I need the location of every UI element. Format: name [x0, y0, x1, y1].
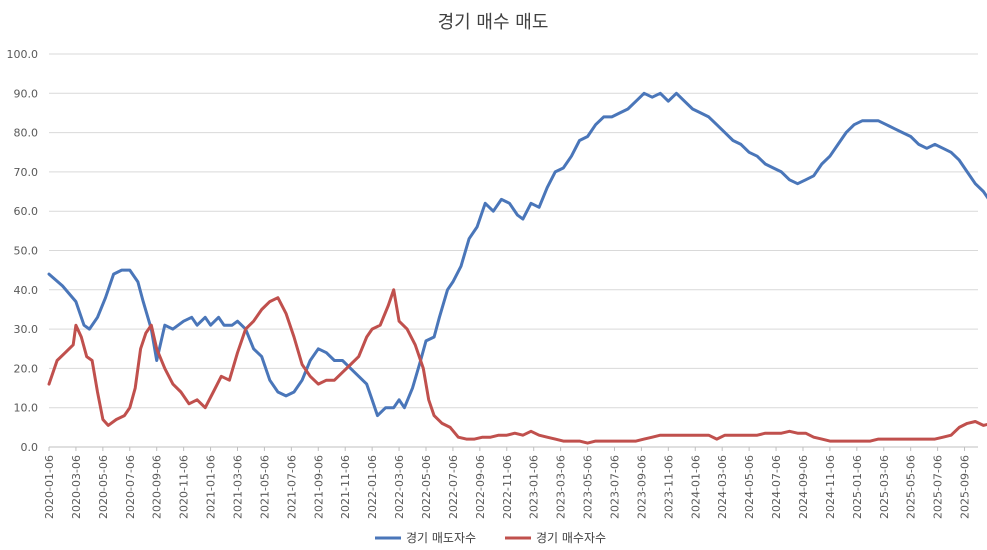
x-tick-label: 2022-11-06 — [501, 455, 514, 519]
y-axis: 0.0 10.0 20.0 30.0 40.0 50.0 60.0 70.0 80.0 90.0 1… — [7, 48, 39, 454]
x-tick-label: 2024-01-06 — [689, 455, 702, 519]
x-tick-label: 2024-07-06 — [770, 455, 783, 519]
series-line-1 — [47, 288, 987, 445]
x-tick-label: 2024-11-06 — [824, 455, 837, 519]
y-tick-label: 0.0 — [21, 441, 39, 454]
x-tick-label: 2022-03-06 — [393, 455, 406, 519]
y-tick-label: 60.0 — [14, 205, 39, 218]
x-tick-label: 2024-09-06 — [797, 455, 810, 519]
x-tick-label: 2024-03-06 — [716, 455, 729, 519]
x-tick-label: 2025-03-06 — [878, 455, 891, 519]
legend: 경기 매도자수 경기 매수자수 — [375, 531, 606, 545]
x-tick-label: 2021-07-06 — [285, 455, 298, 519]
x-tick-label: 2020-05-06 — [97, 455, 110, 519]
x-tick-label: 2022-07-06 — [447, 455, 460, 519]
x-tick-label: 2023-05-06 — [582, 455, 595, 519]
y-tick-label: 50.0 — [14, 245, 39, 258]
x-tick-label: 2020-09-06 — [151, 455, 164, 519]
x-tick-label: 2020-07-06 — [124, 455, 137, 519]
y-tick-label: 70.0 — [14, 166, 39, 179]
x-tick-label: 2025-01-06 — [851, 455, 864, 519]
x-tick-label: 2022-09-06 — [474, 455, 487, 519]
y-tick-label: 100.0 — [7, 48, 39, 61]
x-tick-label: 2023-03-06 — [555, 455, 568, 519]
y-tick-label: 10.0 — [14, 402, 39, 415]
x-tick-label: 2023-01-06 — [528, 455, 541, 519]
series-lines — [47, 91, 987, 445]
y-tick-label: 40.0 — [14, 284, 39, 297]
legend-label-0: 경기 매도자수 — [406, 531, 476, 545]
chart-title: 경기 매수 매도 — [438, 12, 549, 33]
legend-label-1: 경기 매수자수 — [536, 531, 606, 545]
x-tick-label: 2025-07-06 — [932, 455, 945, 519]
x-tick-label: 2023-09-06 — [635, 455, 648, 519]
x-tick-label: 2020-03-06 — [70, 455, 83, 519]
x-tick-label: 2021-03-06 — [231, 455, 244, 519]
x-tick-label: 2023-11-06 — [662, 455, 675, 519]
x-tick-label: 2021-09-06 — [312, 455, 325, 519]
x-tick-label: 2022-01-06 — [366, 455, 379, 519]
x-tick-label: 2020-11-06 — [178, 455, 191, 519]
x-tick-label: 2021-11-06 — [339, 455, 352, 519]
x-tick-label: 2021-05-06 — [258, 455, 271, 519]
y-tick-label: 20.0 — [14, 362, 39, 375]
y-tick-label: 30.0 — [14, 323, 39, 336]
x-tick-label: 2023-07-06 — [608, 455, 621, 519]
x-tick-label: 2021-01-06 — [205, 455, 218, 519]
x-tick-label: 2024-05-06 — [743, 455, 756, 519]
y-tick-label: 90.0 — [14, 87, 39, 100]
x-tick-label: 2020-01-06 — [43, 455, 56, 519]
y-tick-label: 80.0 — [14, 127, 39, 140]
grid-lines — [49, 53, 978, 448]
x-axis: 2020-01-06 2020-03-06 2020-05-06 2020-07-06… — [43, 447, 972, 519]
x-tick-label: 2025-09-06 — [959, 455, 972, 519]
x-tick-label: 2022-05-06 — [420, 455, 433, 519]
series-line-0 — [47, 91, 987, 418]
x-tick-label: 2025-05-06 — [905, 455, 918, 519]
